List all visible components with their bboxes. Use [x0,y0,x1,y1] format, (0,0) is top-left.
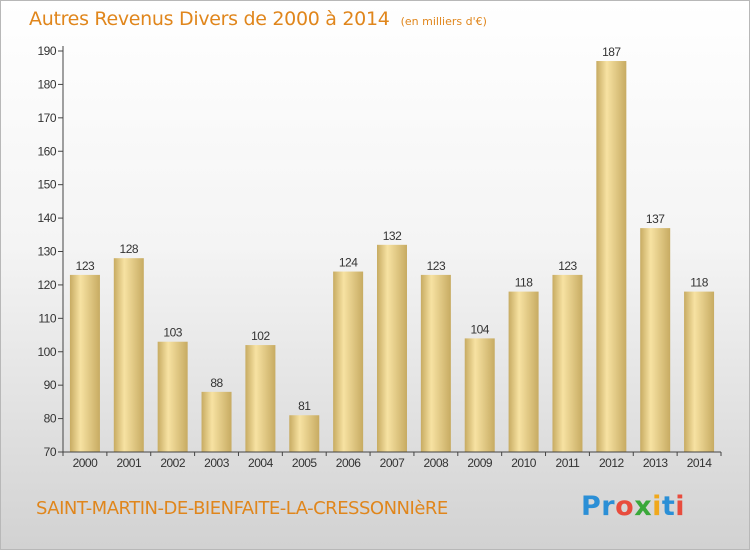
bar-2003 [201,391,232,452]
x-tick-label-2000: 2000 [73,456,99,470]
proxiti-logo: Proxiti [581,491,685,522]
chart-axes: 2000 2001 2002 2003 2004 2005 2006 2007 2008 2009… [37,44,722,470]
data-label-2010: 118 [515,276,533,290]
logo-letter: P [581,491,602,522]
y-tick-label-160: 160 [37,144,56,158]
x-tick-label-2013: 2013 [643,456,669,470]
chart-subtitle: (en milliers d'€) [400,15,487,28]
data-label-2004: 102 [251,329,270,343]
logo-letter: t [661,491,676,522]
y-tick-label-190: 190 [37,44,56,58]
y-tick-label-100: 100 [37,345,56,359]
data-label-2012: 187 [602,45,621,59]
x-tick-label-2008: 2008 [424,456,450,470]
y-tick-label-130: 130 [37,245,56,259]
data-label-2011: 123 [558,259,577,273]
data-label-2009: 104 [470,322,489,336]
x-tick-label-2011: 2011 [556,456,581,470]
x-tick-label-2014: 2014 [687,456,713,470]
data-label-2002: 103 [163,326,182,340]
bar-2000 [69,274,100,452]
bar-2009 [464,338,495,452]
x-tick-label-2012: 2012 [599,456,625,470]
data-label-2007: 132 [383,229,402,243]
bar-2014 [684,291,715,452]
x-tick-label-2002: 2002 [160,456,186,470]
y-tick-label-80: 80 [44,412,57,426]
chart-title-row: Autres Revenus Divers de 2000 à 2014 (en… [29,8,487,30]
y-tick-label-90: 90 [44,378,57,392]
x-tick-label-2010: 2010 [511,456,537,470]
bar-2002 [157,341,188,452]
bar-2007 [377,244,407,452]
data-label-2003: 88 [210,376,223,390]
logo-letter: i [652,491,662,522]
logo-letter: o [615,491,635,522]
bar-2013 [640,228,671,452]
bar-2001 [113,258,144,452]
logo-letter: r [601,491,616,522]
bar-2005 [289,415,320,452]
bar-2011 [552,274,583,452]
data-label-2006: 124 [339,256,358,270]
x-tick-label-2009: 2009 [467,456,493,470]
y-tick-label-70: 70 [44,445,57,459]
bar-series: 123 128 103 88 102 81 124 132 123 104 118 123 187 137… [69,45,715,453]
y-tick-label-140: 140 [37,211,56,225]
y-tick-label-150: 150 [37,178,56,192]
data-label-2014: 118 [690,276,708,290]
x-tick-label-2003: 2003 [204,456,230,470]
data-label-2001: 128 [120,242,139,256]
y-tick-label-120: 120 [37,278,56,292]
place-name: SAINT-MARTIN-DE-BIENFAITE-LA-CRESSONNIèR… [36,498,448,519]
bar-2006 [333,271,364,452]
bar-2008 [420,274,451,452]
bar-2004 [245,345,276,452]
data-label-2013: 137 [646,212,665,226]
data-label-2000: 123 [76,259,95,273]
x-tick-label-2001: 2001 [116,456,142,470]
data-label-2005: 81 [298,399,311,413]
y-tick-label-110: 110 [38,311,56,325]
logo-letter: x [634,491,653,522]
x-tick-label-2004: 2004 [248,456,274,470]
chart-title: Autres Revenus Divers de 2000 à 2014 [29,8,390,30]
data-label-2008: 123 [427,259,446,273]
bar-2012 [596,61,627,453]
logo-letter: i [675,491,686,522]
y-tick-label-180: 180 [37,77,56,91]
x-tick-label-2007: 2007 [380,456,406,470]
bar-2010 [508,291,539,452]
y-tick-label-170: 170 [37,111,56,125]
x-tick-label-2005: 2005 [292,456,318,470]
x-tick-label-2006: 2006 [336,456,362,470]
